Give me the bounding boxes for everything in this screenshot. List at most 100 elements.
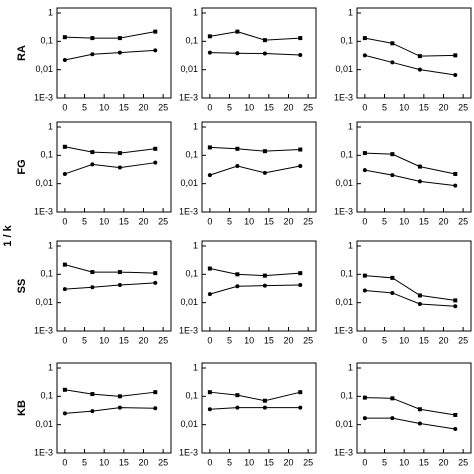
point (362, 53, 367, 58)
point (153, 160, 158, 165)
point (62, 35, 67, 40)
x-tick-label: 0 (207, 216, 212, 226)
point (362, 36, 367, 41)
point (117, 36, 122, 41)
point (90, 36, 95, 41)
y-tick-label: 1 (48, 121, 53, 131)
point (117, 283, 122, 288)
x-tick-label: 10 (244, 102, 254, 112)
x-tick-label: 5 (382, 335, 387, 345)
x-tick-label: 20 (138, 216, 148, 226)
y-tick-label: 0,1 (40, 269, 53, 279)
x-tick-label: 15 (419, 457, 429, 467)
point (262, 38, 267, 43)
y-tick-label: 0,01 (180, 297, 198, 307)
plot-frame (356, 362, 472, 454)
x-tick-label: 10 (99, 335, 109, 345)
point (298, 36, 303, 41)
row-label: RA (16, 45, 28, 61)
series-line (64, 162, 156, 175)
point (417, 293, 422, 298)
y-tick-label: 0,1 (185, 36, 198, 46)
x-tick-label: 10 (99, 457, 109, 467)
plot-frame (201, 7, 317, 99)
x-tick-label: 5 (227, 335, 232, 345)
y-tick-label: 0,01 (335, 178, 353, 188)
point (362, 168, 367, 173)
point (117, 394, 122, 399)
point (362, 151, 367, 156)
y-tick-label: 0,1 (40, 150, 53, 160)
point (417, 301, 422, 306)
point (298, 283, 303, 288)
x-tick-label: 10 (399, 216, 409, 226)
x-tick-label: 5 (227, 457, 232, 467)
point (298, 52, 303, 57)
plot-frame (356, 121, 472, 213)
point (390, 275, 395, 280)
y-tick-label: 0,01 (35, 64, 53, 74)
point (207, 173, 212, 178)
y-tick-label: 0,1 (340, 269, 353, 279)
x-tick-label: 10 (244, 335, 254, 345)
point (235, 164, 240, 169)
plot-frame (56, 7, 172, 99)
point (117, 270, 122, 275)
point (235, 284, 240, 289)
x-tick-label: 5 (82, 102, 87, 112)
x-tick-label: 25 (158, 216, 168, 226)
point (298, 271, 303, 276)
point (362, 416, 367, 421)
x-tick-label: 25 (158, 335, 168, 345)
point (453, 183, 458, 188)
y-tick-label: 0,1 (185, 150, 198, 160)
x-tick-label: 10 (399, 335, 409, 345)
x-tick-label: 15 (264, 457, 274, 467)
point (90, 285, 95, 290)
row-label: KB (16, 400, 28, 416)
point (153, 48, 158, 53)
point (262, 283, 267, 288)
point (262, 51, 267, 56)
y-tick-label: 0,01 (180, 178, 198, 188)
plot-frame (201, 240, 317, 332)
point (207, 145, 212, 150)
y-tick-label: 1E-3 (179, 92, 198, 102)
x-tick-label: 20 (283, 457, 293, 467)
y-tick-label: 1 (48, 240, 53, 250)
series-line (364, 54, 456, 76)
y-tick-label: 0,1 (340, 391, 353, 401)
x-tick-label: 5 (382, 102, 387, 112)
point (62, 57, 67, 62)
point (453, 412, 458, 417)
y-tick-label: 0,1 (40, 36, 53, 46)
x-tick-label: 0 (62, 216, 67, 226)
x-tick-label: 15 (264, 335, 274, 345)
row-label: FG (16, 159, 28, 174)
x-tick-label: 10 (99, 102, 109, 112)
plot-frame (56, 362, 172, 454)
point (262, 398, 267, 403)
point (453, 427, 458, 432)
y-tick-label: 1E-3 (334, 206, 353, 216)
point (417, 67, 422, 72)
point (117, 165, 122, 170)
y-tick-label: 1E-3 (34, 206, 53, 216)
y-tick-label: 1 (48, 7, 53, 17)
point (90, 392, 95, 397)
x-tick-label: 25 (158, 102, 168, 112)
point (390, 416, 395, 421)
y-tick-label: 0,1 (40, 391, 53, 401)
series-line (64, 264, 156, 274)
series-line (364, 289, 456, 307)
x-tick-label: 15 (119, 457, 129, 467)
x-tick-label: 0 (362, 102, 367, 112)
point (235, 146, 240, 151)
point (62, 144, 67, 149)
y-tick-label: 1 (48, 362, 53, 372)
x-tick-label: 20 (283, 335, 293, 345)
series-line (209, 31, 301, 41)
point (90, 52, 95, 57)
series-line (64, 389, 156, 397)
x-tick-label: 15 (119, 216, 129, 226)
